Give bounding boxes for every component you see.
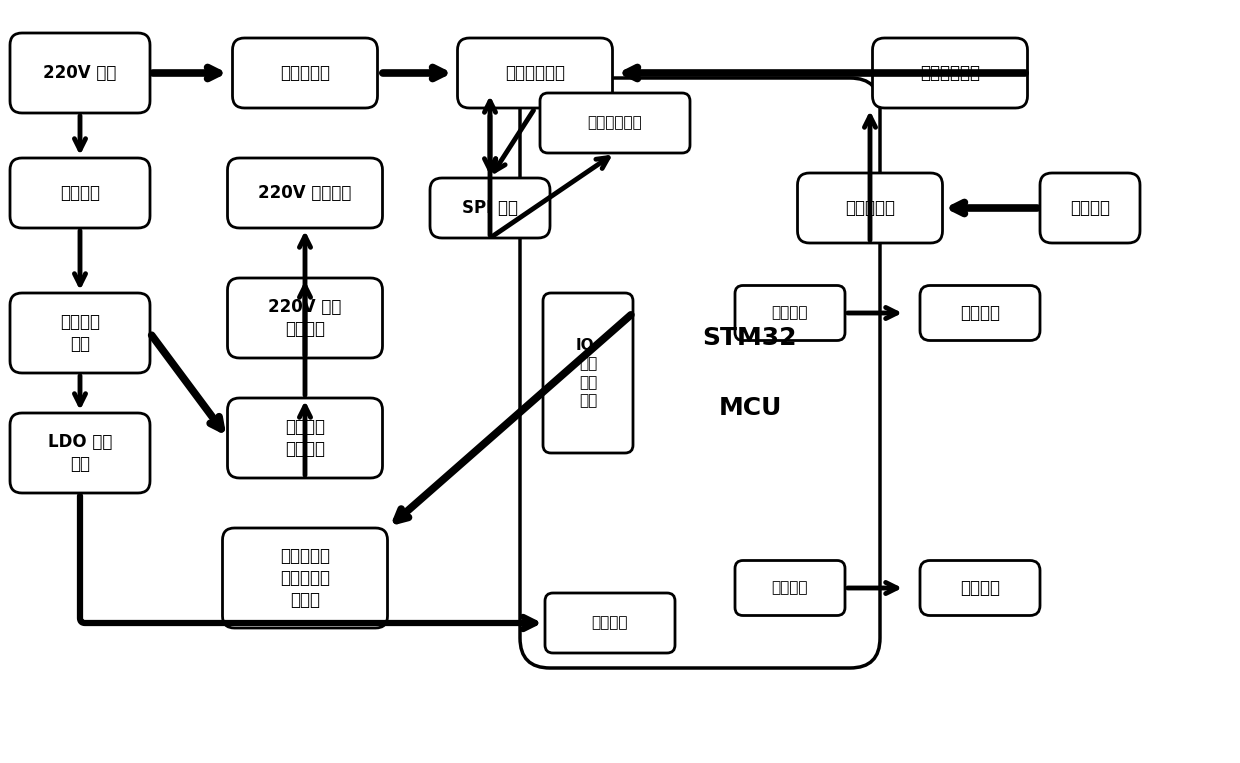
Text: 数据通信端口: 数据通信端口 [588, 115, 642, 130]
Text: 电流信号采集: 电流信号采集 [920, 64, 980, 82]
Text: 负载电流: 负载电流 [1070, 199, 1110, 217]
FancyBboxPatch shape [543, 293, 632, 453]
Text: STM32

MCU: STM32 MCU [703, 326, 797, 420]
Text: 晶振电路: 晶振电路 [960, 579, 999, 597]
FancyBboxPatch shape [222, 528, 387, 628]
FancyBboxPatch shape [1040, 173, 1140, 243]
Text: 继电器开关
控制及断路
器模块: 继电器开关 控制及断路 器模块 [280, 547, 330, 609]
Text: 220V 电网: 220V 电网 [43, 64, 117, 82]
Text: 直流降压
电路: 直流降压 电路 [60, 313, 100, 353]
FancyBboxPatch shape [797, 173, 942, 243]
Text: 整流电路: 整流电路 [60, 184, 100, 202]
Text: 220V 逆变
升压模块: 220V 逆变 升压模块 [268, 298, 342, 338]
FancyBboxPatch shape [227, 158, 382, 228]
FancyBboxPatch shape [10, 158, 150, 228]
FancyBboxPatch shape [873, 38, 1028, 108]
Text: 信号处理模块: 信号处理模块 [505, 64, 565, 82]
FancyBboxPatch shape [227, 278, 382, 358]
FancyBboxPatch shape [10, 293, 150, 373]
FancyBboxPatch shape [546, 593, 675, 653]
Text: LDO 稳压
电路: LDO 稳压 电路 [48, 433, 112, 473]
FancyBboxPatch shape [920, 561, 1040, 616]
Text: 电流互感器: 电流互感器 [844, 199, 895, 217]
FancyBboxPatch shape [520, 78, 880, 668]
FancyBboxPatch shape [458, 38, 613, 108]
FancyBboxPatch shape [10, 33, 150, 113]
FancyBboxPatch shape [920, 285, 1040, 340]
FancyBboxPatch shape [735, 285, 844, 340]
FancyBboxPatch shape [539, 93, 689, 153]
Text: SPI 通信: SPI 通信 [463, 199, 518, 217]
FancyBboxPatch shape [227, 398, 382, 478]
FancyBboxPatch shape [10, 413, 150, 493]
Text: 电压互感器: 电压互感器 [280, 64, 330, 82]
Text: 复位接口: 复位接口 [771, 305, 808, 320]
FancyBboxPatch shape [233, 38, 377, 108]
Text: 晶振接口: 晶振接口 [771, 581, 808, 595]
FancyBboxPatch shape [430, 178, 551, 238]
Text: 芯片供电: 芯片供电 [591, 616, 629, 630]
Text: 复位电路: 复位电路 [960, 304, 999, 322]
Text: 超级电容
储能电路: 超级电容 储能电路 [285, 418, 325, 458]
FancyBboxPatch shape [735, 561, 844, 616]
Text: 220V 供电电路: 220V 供电电路 [258, 184, 352, 202]
Text: IO·
端口
控制
引脚: IO· 端口 控制 引脚 [575, 337, 600, 408]
